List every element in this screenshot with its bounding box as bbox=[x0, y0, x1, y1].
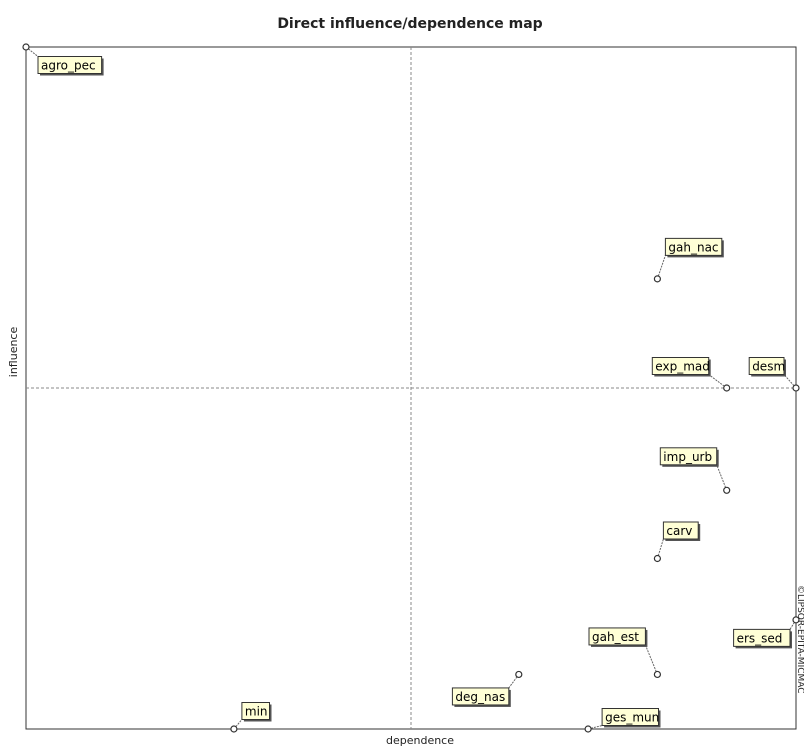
data-point-desm bbox=[792, 384, 800, 392]
point-label-text: deg_nas bbox=[455, 690, 505, 704]
point-label-box bbox=[659, 447, 718, 466]
chart-title: Direct influence/dependence map bbox=[277, 16, 542, 32]
point-label-exp-mad: exp_mad bbox=[651, 357, 711, 377]
leader-line bbox=[25, 46, 39, 57]
point-label-box bbox=[588, 627, 646, 646]
point-label-text: min bbox=[245, 705, 268, 719]
point-label-imp-urb: imp_urb bbox=[659, 447, 719, 467]
data-point-gah-nac bbox=[653, 275, 662, 283]
data-point-ers-sed bbox=[792, 616, 800, 624]
leader-line bbox=[716, 464, 728, 491]
data-point-imp-urb bbox=[723, 486, 731, 494]
point-label-text: imp_urb bbox=[663, 450, 712, 464]
data-point-min bbox=[230, 725, 238, 733]
point-label-box bbox=[601, 708, 659, 726]
point-label-text: carv bbox=[666, 524, 692, 538]
data-point-deg-nas bbox=[515, 670, 523, 679]
point-label-ers-sed: ers_sed bbox=[733, 628, 792, 649]
x-axis-label: dependence bbox=[386, 734, 454, 747]
leader-line bbox=[644, 644, 658, 675]
point-label-text: ers_sed bbox=[737, 631, 783, 645]
data-point-exp-mad bbox=[723, 384, 731, 392]
point-label-agro-pec: agro_pec bbox=[37, 56, 104, 76]
point-label-box bbox=[651, 357, 710, 375]
point-label-text: exp_mad bbox=[655, 360, 710, 374]
point-label-box bbox=[748, 357, 785, 375]
point-label-text: agro_pec bbox=[41, 59, 96, 73]
point-label-box bbox=[241, 702, 270, 720]
point-label-box bbox=[37, 56, 103, 74]
credit-text: ©LIPSOR-EPITA-MICMAC bbox=[795, 585, 804, 694]
point-label-text: gah_nac bbox=[668, 240, 718, 254]
point-label-gah-est: gah_est bbox=[588, 627, 648, 647]
point-label-ges-mun: ges_mun bbox=[601, 708, 661, 728]
point-label-carv: carv bbox=[662, 521, 701, 541]
point-label-box bbox=[662, 521, 699, 540]
data-point-gah-est bbox=[653, 670, 662, 679]
point-label-deg-nas: deg_nas bbox=[451, 687, 511, 707]
data-point-ges-mun bbox=[584, 725, 592, 733]
leader-line bbox=[656, 255, 666, 280]
data-point-carv bbox=[653, 554, 662, 563]
leader-line bbox=[587, 725, 603, 730]
leader-line bbox=[708, 374, 728, 389]
point-label-box bbox=[733, 628, 791, 647]
point-label-min: min bbox=[241, 702, 272, 722]
leader-line bbox=[233, 719, 243, 730]
point-label-text: gah_est bbox=[592, 630, 639, 644]
point-label-text: desm bbox=[752, 360, 785, 374]
point-label-text: ges_mun bbox=[605, 711, 659, 725]
point-label-box bbox=[451, 687, 510, 706]
y-axis-label: influence bbox=[7, 327, 20, 378]
point-label-box bbox=[664, 237, 723, 256]
point-label-gah-nac: gah_nac bbox=[664, 237, 724, 258]
point-label-desm: desm bbox=[748, 357, 786, 377]
data-point-agro-pec bbox=[22, 43, 30, 51]
